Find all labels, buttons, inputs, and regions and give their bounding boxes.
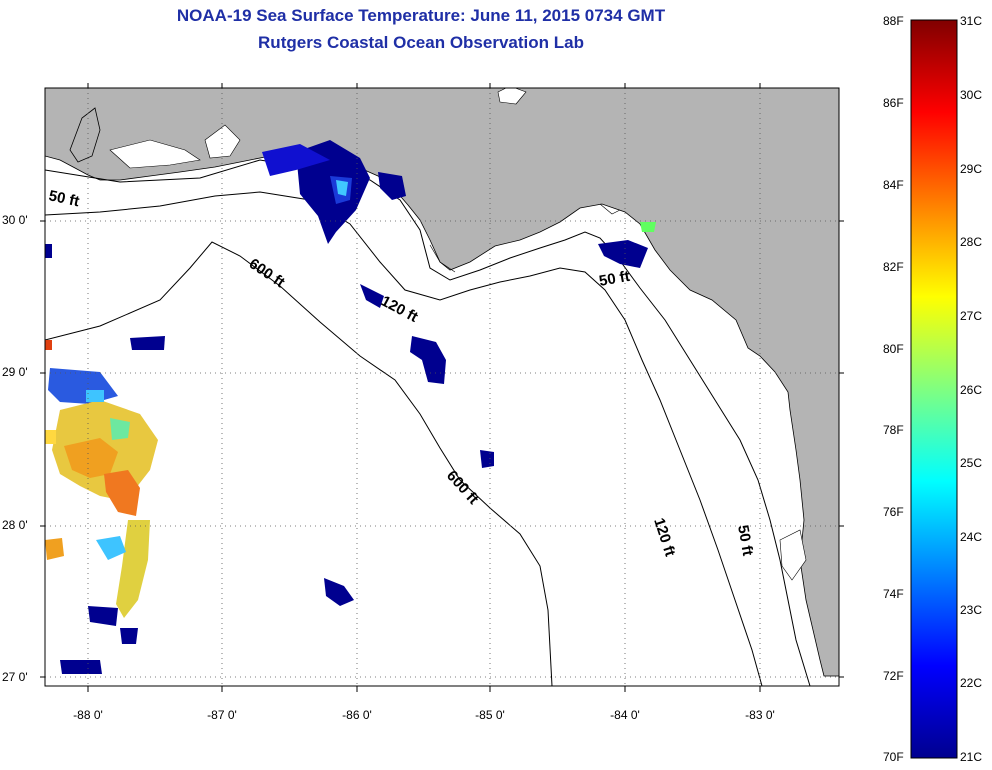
lon-tick-label: -86 0' xyxy=(342,708,372,722)
lon-tick-label: -83 0' xyxy=(745,708,775,722)
lat-tick-label: 29 0' xyxy=(2,365,28,379)
contour-label: 50 ft xyxy=(734,524,756,557)
colorbar-c-label: 21C xyxy=(960,750,983,764)
colorbar-f-label: 86F xyxy=(883,96,904,110)
colorbar-c-label: 25C xyxy=(960,456,983,470)
colorbar-c-label: 24C xyxy=(960,530,983,544)
contour-600ft xyxy=(45,241,553,686)
chart-subtitle: Rutgers Coastal Ocean Observation Lab xyxy=(258,33,584,52)
colorbar-f-label: 76F xyxy=(883,505,904,519)
map-bay xyxy=(109,139,201,169)
contour-120ft xyxy=(45,191,763,686)
colorbar-f-label: 72F xyxy=(883,669,904,683)
colorbar-f-label: 84F xyxy=(883,178,904,192)
chart-title: NOAA-19 Sea Surface Temperature: June 11… xyxy=(176,6,666,25)
colorbar-f-label: 82F xyxy=(883,260,904,274)
sst-pixels xyxy=(45,140,656,674)
colorbar-f-label: 74F xyxy=(883,587,904,601)
map-ticks xyxy=(40,83,844,692)
colorbar-c-label: 23C xyxy=(960,603,983,617)
contour-label: 50 ft xyxy=(47,187,81,210)
contour-label: 50 ft xyxy=(598,268,631,290)
lat-tick-label: 28 0' xyxy=(2,518,28,532)
colorbar-c-label: 27C xyxy=(960,309,983,323)
lat-tick-label: 27 0' xyxy=(2,670,28,684)
map-bay xyxy=(497,88,527,105)
colorbar-c-label: 31C xyxy=(960,14,983,28)
map-bay xyxy=(779,529,807,581)
map-bay xyxy=(204,124,241,159)
colorbar-c-label: 29C xyxy=(960,162,983,176)
lon-tick-label: -85 0' xyxy=(475,708,505,722)
colorbar-scale xyxy=(910,19,958,759)
colorbar-c-label: 22C xyxy=(960,676,983,690)
map-frame xyxy=(44,87,840,687)
colorbar-c-label: 30C xyxy=(960,88,983,102)
lon-tick-label: -84 0' xyxy=(610,708,640,722)
lon-tick-label: -88 0' xyxy=(73,708,103,722)
lat-tick-label: 30 0' xyxy=(2,213,28,227)
colorbar-f-label: 88F xyxy=(883,14,904,28)
colorbar-f-label: 78F xyxy=(883,423,904,437)
colorbar-f-label: 70F xyxy=(883,750,904,764)
colorbar-f-label: 80F xyxy=(883,342,904,356)
colorbar-c-label: 26C xyxy=(960,383,983,397)
colorbar-c-label: 28C xyxy=(960,235,983,249)
map-land-spit xyxy=(69,107,101,163)
lon-tick-label: -87 0' xyxy=(207,708,237,722)
